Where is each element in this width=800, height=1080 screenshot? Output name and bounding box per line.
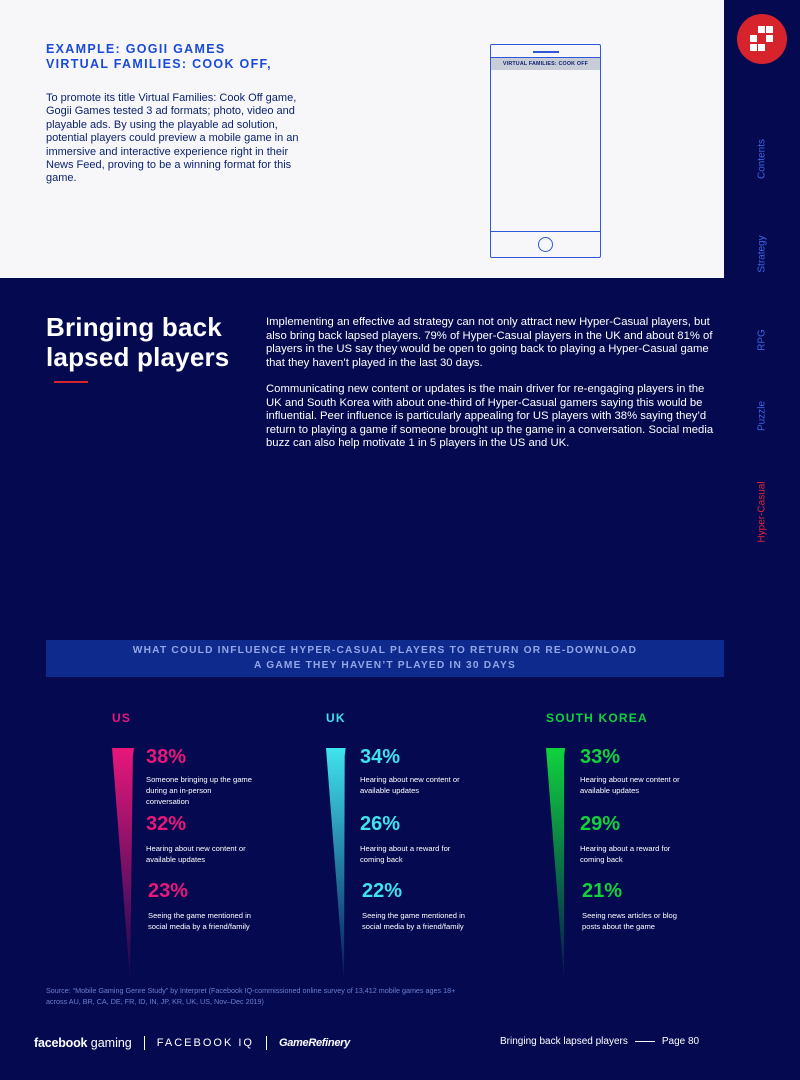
section-title: Bringing back lapsed players	[46, 312, 230, 372]
chart-title-banner: WHAT COULD INFLUENCE HYPER-CASUAL PLAYER…	[46, 640, 724, 677]
stat-value-us-3: 23%	[148, 880, 189, 902]
phone-speaker	[533, 51, 559, 53]
stat-value-uk-2: 26%	[360, 813, 401, 835]
stat-description-uk-3: Seeing the game mentioned in social medi…	[362, 911, 466, 931]
stat-value-us-2: 32%	[146, 813, 187, 835]
stat-description-south-korea-2: Hearing about a reward for coming back	[580, 844, 671, 864]
footer-dash	[634, 1040, 655, 1042]
section-body: Implementing an effective ad strategy ca…	[266, 316, 718, 451]
sidebar: Contents Strategy RPG Puzzle Hyper-Casua…	[724, 0, 800, 1080]
country-label-us: US	[112, 711, 132, 725]
phone-mockup: VIRTUAL FAMILIES: COOK OFF	[490, 44, 601, 258]
footer-page-info: Bringing back lapsed players Page 80	[500, 1034, 699, 1048]
stat-description-uk-2: Hearing about a reward for coming back	[360, 844, 451, 864]
facebook-gaming-logo: facebook gaming	[34, 1036, 132, 1050]
stat-description-us-3: Seeing the game mentioned in social medi…	[148, 911, 252, 931]
example-panel: EXAMPLE: GOGII GAMES VIRTUAL FAMILIES: C…	[0, 0, 724, 278]
grid-logo-icon[interactable]	[737, 14, 787, 64]
wedge-us	[112, 748, 134, 980]
example-body: To promote its title Virtual Families: C…	[46, 92, 299, 185]
chart-title-line1: WHAT COULD INFLUENCE HYPER-CASUAL PLAYER…	[132, 645, 638, 656]
footer-brand: facebook gaming FACEBOOK IQ GameRefinery	[34, 1034, 350, 1052]
stat-value-south-korea-3: 21%	[582, 880, 623, 902]
phone-screen-label: VIRTUAL FAMILIES: COOK OFF	[491, 58, 600, 70]
stat-value-south-korea-2: 29%	[580, 813, 621, 835]
country-label-uk: UK	[326, 711, 346, 725]
stat-description-south-korea-3: Seeing news articles or blog posts about…	[582, 911, 677, 931]
stat-description-us-1: Someone bringing up the game during an i…	[146, 775, 252, 806]
footer-separator	[265, 1036, 267, 1050]
facebook-wordmark: facebook	[34, 1036, 88, 1050]
example-heading-line1: EXAMPLE: GOGII GAMES	[46, 42, 226, 56]
wedge-south-korea	[546, 748, 566, 980]
source-note: Source: “Mobile Gaming Genre Study” by I…	[46, 986, 456, 1006]
stat-value-uk-3: 22%	[362, 880, 403, 902]
chart-title-line2: A GAME THEY HAVEN’T PLAYED IN 30 DAYS	[254, 660, 516, 671]
gamerefinery-logo: GameRefinery	[278, 1037, 350, 1049]
stat-value-us-1: 38%	[146, 746, 187, 768]
example-heading-line2: VIRTUAL FAMILIES: COOK OFF,	[46, 57, 272, 71]
footer-separator	[143, 1036, 145, 1050]
country-label-south-korea: SOUTH KOREA	[546, 711, 648, 725]
footer-page-title: Bringing back lapsed players	[500, 1035, 628, 1047]
gaming-wordmark: gaming	[90, 1036, 132, 1050]
section-paragraph-2: Communicating new content or updates is …	[266, 383, 714, 449]
example-heading: EXAMPLE: GOGII GAMES VIRTUAL FAMILIES: C…	[46, 42, 406, 72]
stat-value-uk-1: 34%	[360, 746, 401, 768]
stat-value-south-korea-1: 33%	[580, 746, 621, 768]
section-paragraph-1: Implementing an effective ad strategy ca…	[266, 316, 713, 369]
page-number: Page 80	[661, 1035, 700, 1047]
stat-description-us-2: Hearing about new content or available u…	[146, 844, 246, 864]
phone-home-button-icon	[538, 237, 553, 252]
wedge-uk	[326, 748, 346, 980]
facebook-iq-logo: FACEBOOK IQ	[156, 1037, 254, 1049]
stat-description-south-korea-1: Hearing about new content or available u…	[580, 775, 680, 795]
phone-screen: VIRTUAL FAMILIES: COOK OFF	[491, 57, 600, 232]
title-divider	[54, 381, 88, 383]
stat-description-uk-1: Hearing about new content or available u…	[360, 775, 460, 795]
